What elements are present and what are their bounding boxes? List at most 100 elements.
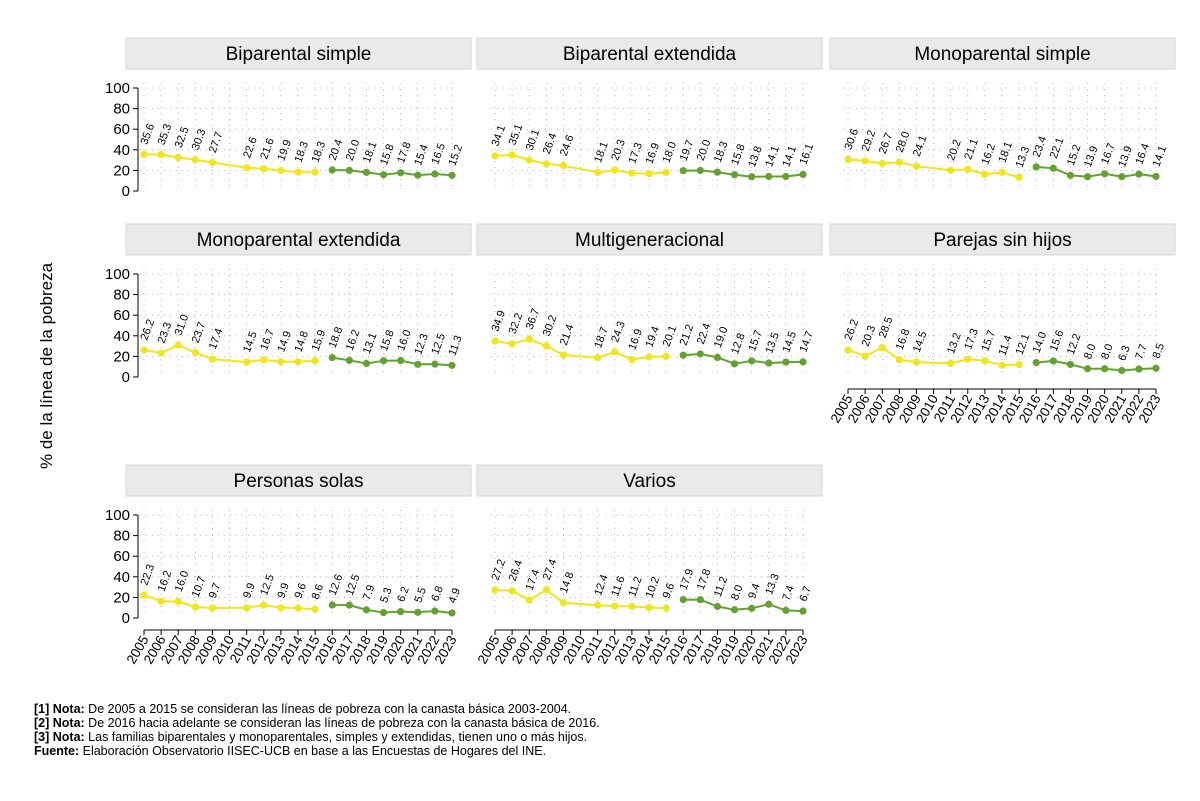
data-point bbox=[508, 587, 516, 595]
data-point bbox=[491, 152, 499, 160]
data-point bbox=[844, 346, 852, 354]
data-point bbox=[964, 165, 972, 173]
panel-title: Monoparental simple bbox=[914, 44, 1090, 65]
data-point bbox=[140, 591, 148, 599]
data-label: 9.9 bbox=[241, 581, 258, 599]
note-3-text: Las familias biparentales y monoparental… bbox=[84, 730, 588, 744]
note-3: [3] Nota: Las familias biparentales y mo… bbox=[34, 730, 600, 744]
data-label: 18.1 bbox=[592, 140, 611, 164]
data-point bbox=[765, 600, 773, 608]
data-point bbox=[730, 606, 739, 614]
data-point bbox=[414, 171, 422, 179]
data-point bbox=[191, 156, 199, 164]
data-label: 6.2 bbox=[395, 585, 412, 603]
data-point bbox=[379, 608, 388, 617]
data-label: 15.2 bbox=[1065, 143, 1084, 167]
data-label: 14.7 bbox=[798, 330, 817, 354]
data-point bbox=[559, 162, 568, 170]
data-point bbox=[679, 351, 687, 359]
data-label: 13.1 bbox=[361, 331, 380, 355]
data-label: 10.2 bbox=[644, 575, 663, 599]
data-point bbox=[844, 155, 852, 164]
data-label: 26.7 bbox=[877, 131, 896, 155]
data-point bbox=[491, 586, 499, 594]
data-label: 16.4 bbox=[1133, 142, 1152, 166]
data-label: 14.1 bbox=[763, 144, 782, 168]
data-point bbox=[559, 351, 568, 359]
data-point bbox=[260, 601, 268, 609]
y-tick-label: 80 bbox=[113, 101, 130, 118]
y-tick-label: 60 bbox=[113, 307, 130, 324]
data-point bbox=[174, 597, 182, 606]
data-point bbox=[525, 156, 533, 164]
data-label: 7.4 bbox=[780, 584, 797, 602]
panel-header bbox=[476, 464, 823, 497]
panel-title: Varios bbox=[623, 471, 675, 492]
data-point bbox=[748, 357, 756, 365]
data-point bbox=[208, 355, 217, 363]
data-point bbox=[277, 604, 285, 612]
data-point bbox=[895, 356, 903, 364]
data-label: 27.4 bbox=[541, 558, 560, 582]
panel-2: Biparental extendida 34.135.130.126.424.6… bbox=[476, 37, 823, 191]
data-label: 19.0 bbox=[712, 325, 731, 349]
panel-header bbox=[125, 464, 472, 497]
panel-title: Biparental extendida bbox=[563, 44, 737, 65]
data-label: 30.2 bbox=[541, 314, 560, 338]
data-label: 32.5 bbox=[173, 125, 192, 149]
y-tick-label: 60 bbox=[113, 548, 130, 565]
data-point bbox=[157, 349, 165, 357]
data-label: 13.3 bbox=[1014, 145, 1033, 169]
data-point bbox=[594, 601, 602, 609]
data-point bbox=[191, 348, 199, 357]
data-point bbox=[998, 168, 1006, 176]
data-label: 8.0 bbox=[1082, 342, 1099, 360]
data-point bbox=[140, 150, 148, 158]
data-point bbox=[277, 358, 285, 366]
data-point bbox=[1015, 173, 1023, 181]
data-point bbox=[1032, 163, 1040, 171]
panel-6: Parejas sin hijos20052006200720082009201… bbox=[828, 223, 1176, 426]
data-label: 16.7 bbox=[1099, 142, 1118, 166]
y-tick-label: 100 bbox=[105, 507, 130, 524]
data-label: 15.4 bbox=[412, 143, 431, 167]
data-label: 7.7 bbox=[1133, 343, 1150, 361]
data-label: 16.2 bbox=[979, 142, 998, 166]
data-point bbox=[782, 606, 790, 614]
data-point bbox=[191, 603, 199, 611]
data-point bbox=[1083, 173, 1092, 181]
data-label: 12.1 bbox=[1014, 332, 1033, 356]
data-point bbox=[730, 171, 739, 179]
data-label: 14.1 bbox=[780, 144, 799, 168]
data-label: 30.1 bbox=[524, 128, 543, 152]
data-point bbox=[379, 357, 388, 365]
series-line-2005-2015 bbox=[143, 594, 316, 611]
data-label: 9.9 bbox=[275, 581, 292, 599]
y-tick-label: 60 bbox=[113, 121, 130, 138]
data-point bbox=[799, 358, 807, 366]
data-label: 4.9 bbox=[446, 587, 463, 605]
panel-title: Personas solas bbox=[234, 471, 364, 492]
data-label: 17.3 bbox=[626, 141, 645, 165]
data-label: 34.9 bbox=[489, 309, 508, 333]
data-point bbox=[713, 353, 722, 362]
data-label: 14.8 bbox=[558, 571, 577, 595]
data-label: 27.7 bbox=[207, 130, 226, 154]
source-tag: Fuente: bbox=[34, 744, 80, 758]
data-point bbox=[379, 171, 388, 179]
data-label: 26.2 bbox=[843, 318, 862, 342]
y-tick-label: 40 bbox=[113, 569, 130, 586]
data-label: 17.4 bbox=[207, 327, 226, 351]
data-label: 11.6 bbox=[609, 575, 627, 598]
data-label: 18.0 bbox=[661, 140, 680, 164]
data-label: 14.0 bbox=[1031, 330, 1050, 354]
data-label: 35.3 bbox=[156, 122, 175, 146]
data-label: 16.0 bbox=[173, 569, 192, 593]
data-label: 6.8 bbox=[429, 585, 446, 603]
data-label: 15.6 bbox=[1048, 329, 1067, 353]
data-point bbox=[611, 166, 619, 174]
data-point bbox=[328, 166, 336, 174]
data-label: 20.4 bbox=[327, 138, 346, 162]
data-label: 16.5 bbox=[429, 142, 448, 166]
data-label: 16.8 bbox=[894, 327, 913, 351]
